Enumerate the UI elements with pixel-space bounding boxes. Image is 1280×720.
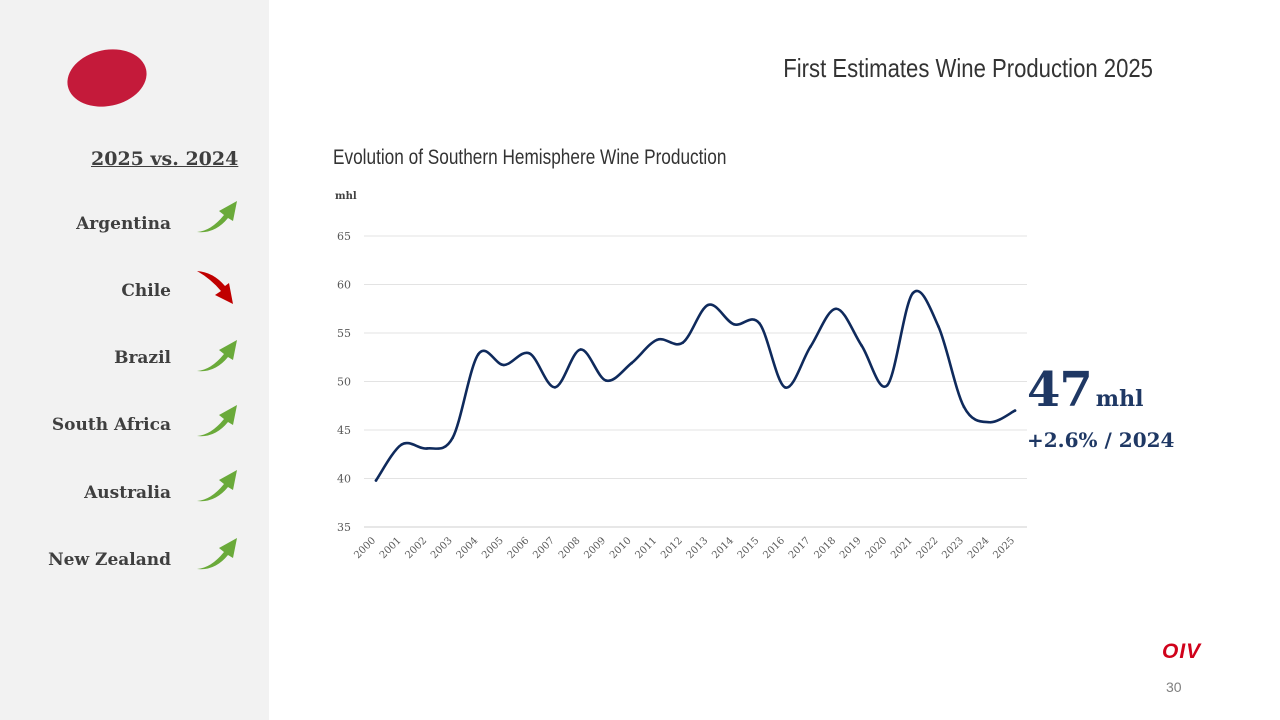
x-tick-label: 2010: [608, 535, 634, 561]
trend-up-arrow-icon: [197, 340, 237, 372]
x-tick-label: 2014: [710, 535, 736, 561]
x-tick-label: 2000: [352, 535, 378, 561]
series-line: [374, 289, 1017, 482]
data-point: [885, 384, 889, 387]
x-tick-label: 2013: [685, 535, 711, 561]
data-point: [783, 386, 787, 389]
y-tick-label: 60: [337, 279, 351, 292]
y-tick-label: 45: [337, 424, 351, 437]
y-tick-label: 50: [337, 376, 351, 389]
highlight-change: +2.6% / 2024: [1027, 428, 1175, 452]
data-point: [604, 379, 608, 382]
data-point: [706, 303, 710, 307]
chart-title: Evolution of Southern Hemisphere Wine Pr…: [333, 146, 727, 169]
data-point: [937, 324, 940, 328]
data-point: [579, 348, 582, 351]
data-point: [681, 341, 685, 345]
data-point: [400, 443, 403, 446]
country-label-south-africa: South Africa: [51, 415, 171, 435]
country-label-australia: Australia: [84, 483, 171, 503]
x-tick-label: 2016: [761, 535, 787, 561]
data-point: [1013, 409, 1017, 412]
x-tick-label: 2025: [991, 535, 1017, 561]
x-tick-label: 2023: [940, 535, 966, 561]
x-tick-label: 2017: [787, 535, 813, 561]
data-point: [758, 322, 761, 325]
data-point: [834, 307, 838, 311]
x-tick-label: 2002: [403, 535, 429, 561]
data-point: [911, 291, 915, 295]
x-tick-label: 2004: [455, 535, 481, 561]
x-tick-label: 2022: [915, 535, 941, 561]
country-label-argentina: Argentina: [76, 214, 171, 234]
x-tick-label: 2012: [659, 535, 685, 561]
x-tick-label: 2021: [889, 535, 915, 561]
highlight-unit: mhl: [1095, 386, 1144, 412]
x-tick-label: 2007: [531, 535, 557, 561]
x-tick-label: 2006: [506, 535, 532, 561]
y-tick-label: 40: [337, 473, 351, 486]
x-tick-label: 2024: [966, 535, 992, 561]
data-point: [528, 352, 531, 355]
x-tick-label: 2003: [429, 535, 455, 561]
data-point: [809, 345, 812, 348]
page-number: 30: [1166, 679, 1182, 695]
sidebar: 2025 vs. 2024 Argentina Chile Brazil Sou…: [0, 0, 269, 720]
x-tick-label: 2018: [812, 535, 838, 561]
y-tick-label: 55: [337, 327, 351, 340]
y-axis-label: mhl: [335, 191, 357, 202]
data-point: [425, 447, 429, 450]
x-tick-label: 2015: [736, 535, 762, 561]
x-tick-label: 2011: [634, 535, 660, 561]
country-label-brazil: Brazil: [114, 348, 171, 368]
data-point: [630, 361, 633, 365]
trend-up-arrow-icon: [197, 470, 237, 502]
x-tick-label: 2009: [582, 535, 608, 561]
y-tick-label: 65: [337, 230, 351, 243]
data-point: [374, 479, 378, 482]
data-point: [655, 338, 659, 342]
data-point: [476, 353, 480, 356]
oiv-logo: OIV: [1162, 640, 1202, 663]
x-tick-label: 2005: [480, 535, 506, 561]
x-tick-label: 2020: [864, 535, 890, 561]
data-point: [860, 344, 863, 347]
country-label-chile: Chile: [121, 281, 171, 301]
trend-down-arrow-icon: [197, 271, 233, 304]
data-point: [988, 420, 991, 424]
page-title: First Estimates Wine Production 2025: [783, 53, 1153, 83]
trend-up-arrow-icon: [197, 538, 237, 570]
data-point: [962, 405, 966, 409]
comparison-title: 2025 vs. 2024: [91, 148, 239, 170]
data-point: [553, 386, 557, 389]
trend-up-arrow-icon: [197, 405, 237, 437]
trend-up-arrow-icon: [197, 201, 237, 233]
y-tick-label: 35: [337, 521, 351, 534]
highlight-value: 47 mhl: [1027, 362, 1143, 418]
x-tick-label: 2019: [838, 535, 864, 561]
x-tick-label: 2001: [378, 535, 404, 561]
x-tick-label: 2008: [557, 535, 583, 561]
data-point: [732, 322, 736, 326]
data-point: [451, 436, 454, 440]
country-label-new-zealand: New Zealand: [48, 550, 171, 570]
data-point: [502, 363, 506, 367]
highlight-number: 47: [1027, 362, 1093, 418]
